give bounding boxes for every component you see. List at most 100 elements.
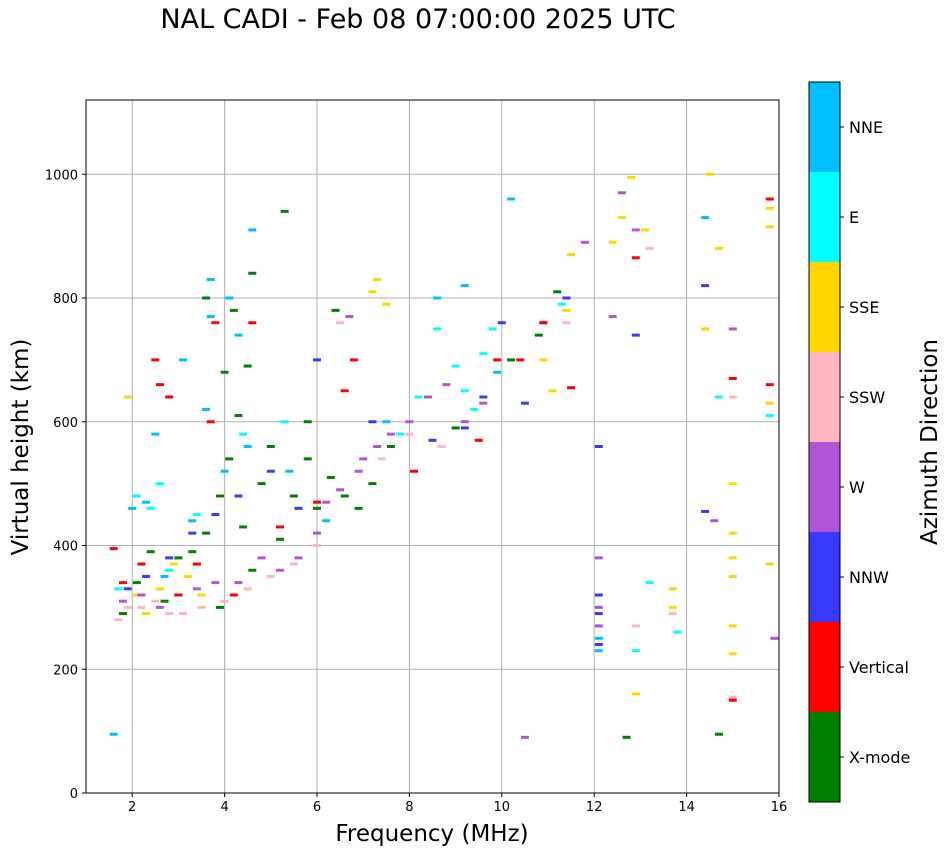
echo-point-nne — [243, 445, 252, 448]
echo-point-nne — [322, 519, 331, 523]
x-axis-label: Frequency (MHz) — [335, 821, 528, 847]
echo-point-vertical — [137, 562, 146, 566]
echo-point-sse — [728, 624, 737, 628]
echo-point-sse — [668, 587, 677, 591]
echo-point-vertical — [151, 358, 160, 362]
echo-point-e — [479, 352, 488, 356]
colorbar-segment-sse — [809, 262, 840, 352]
echo-point-e — [460, 389, 469, 393]
echo-point-ssw — [728, 395, 737, 399]
echo-point-e — [631, 649, 640, 653]
echo-point-x-mode — [313, 506, 321, 510]
echo-point-vertical — [493, 358, 502, 362]
echo-point-nne — [128, 506, 137, 510]
echo-point-w — [118, 599, 127, 603]
echo-point-nne — [142, 500, 151, 504]
echo-point-x-mode — [243, 364, 252, 368]
y-tick-label: 800 — [53, 292, 78, 307]
echo-point-nne — [493, 370, 502, 374]
echo-point-vertical — [155, 383, 164, 387]
echo-point-e — [114, 587, 123, 591]
echo-point-x-mode — [340, 494, 349, 498]
echo-point-w — [354, 469, 363, 473]
echo-point-sse — [567, 253, 576, 257]
echo-point-w — [423, 395, 432, 399]
echo-point-ssw — [123, 605, 132, 609]
echo-point-w — [276, 568, 285, 572]
echo-point-vertical — [109, 547, 118, 551]
echo-point-sse — [183, 574, 192, 578]
echo-point-vertical — [567, 386, 576, 390]
echo-point-x-mode — [622, 735, 631, 739]
echo-point-nnw — [520, 401, 529, 405]
echo-point-nne — [460, 284, 469, 288]
echo-point-nne — [202, 407, 211, 411]
echo-point-sse — [701, 327, 710, 331]
echo-point-nnw — [594, 445, 603, 448]
echo-point-e — [714, 395, 723, 399]
echo-point-w — [631, 228, 640, 232]
echo-point-x-mode — [266, 445, 275, 448]
echo-point-e — [488, 327, 497, 331]
echo-point-w — [257, 556, 266, 560]
echo-point-sse — [368, 290, 377, 294]
echo-point-nne — [151, 432, 160, 436]
echo-point-nnw — [479, 395, 488, 399]
echo-point-e — [414, 395, 423, 399]
echo-point-e — [765, 414, 774, 418]
echo-point-vertical — [211, 321, 220, 325]
echo-point-w — [322, 500, 331, 504]
echo-point-ssw — [645, 247, 654, 250]
x-tick-label: 6 — [313, 800, 321, 815]
echo-point-sse — [197, 593, 206, 597]
echo-point-sse — [627, 175, 636, 179]
echo-point-ssw — [405, 432, 414, 436]
echo-point-nnw — [631, 333, 640, 337]
echo-point-x-mode — [451, 426, 460, 430]
echo-point-sse — [728, 574, 737, 578]
echo-point-nnw — [701, 284, 710, 288]
colorbar-tick-label: W — [849, 478, 865, 497]
echo-point-nnw — [266, 469, 275, 473]
grid-lines — [86, 100, 780, 794]
echo-point-nne — [285, 469, 294, 473]
echo-point-sse — [765, 401, 774, 405]
echo-point-nne — [248, 228, 257, 232]
echo-point-sse — [539, 358, 548, 362]
echo-point-vertical — [276, 525, 285, 529]
echo-point-w — [728, 327, 737, 331]
echo-point-nne — [179, 358, 188, 362]
echo-point-w — [594, 556, 603, 560]
echo-point-x-mode — [248, 271, 257, 275]
echo-point-x-mode — [188, 550, 197, 554]
echo-point-ssw — [289, 562, 298, 566]
echo-point-w — [211, 581, 220, 585]
echo-point-nnw — [460, 426, 469, 430]
x-tick-label: 2 — [128, 800, 136, 815]
echo-point-sse — [641, 228, 650, 232]
echo-point-nnw — [234, 494, 243, 498]
colorbar-segment-nnw — [809, 532, 840, 622]
echo-point-nne — [433, 296, 442, 300]
echo-point-sse — [123, 395, 132, 399]
echo-point-w — [617, 191, 626, 195]
echo-point-nne — [701, 216, 710, 220]
echo-point-nnw — [497, 321, 506, 325]
echo-point-w — [155, 605, 164, 609]
echo-point-x-mode — [160, 599, 169, 603]
echo-point-x-mode — [386, 445, 395, 448]
echo-point-nnw — [562, 296, 571, 300]
y-tick-label: 0 — [70, 787, 78, 802]
echo-point-vertical — [165, 395, 174, 399]
echo-point-nnw — [701, 509, 710, 513]
echo-point-x-mode — [326, 475, 335, 479]
echo-point-ssw — [313, 544, 321, 547]
echo-point-nnw — [368, 420, 377, 424]
echo-point-x-mode — [215, 494, 224, 498]
echo-point-e — [451, 364, 460, 368]
echo-point-e — [470, 407, 479, 411]
echo-point-sse — [548, 389, 557, 393]
echo-point-w — [405, 420, 414, 424]
x-tick-label: 8 — [405, 800, 413, 815]
echo-point-sse — [728, 482, 737, 486]
